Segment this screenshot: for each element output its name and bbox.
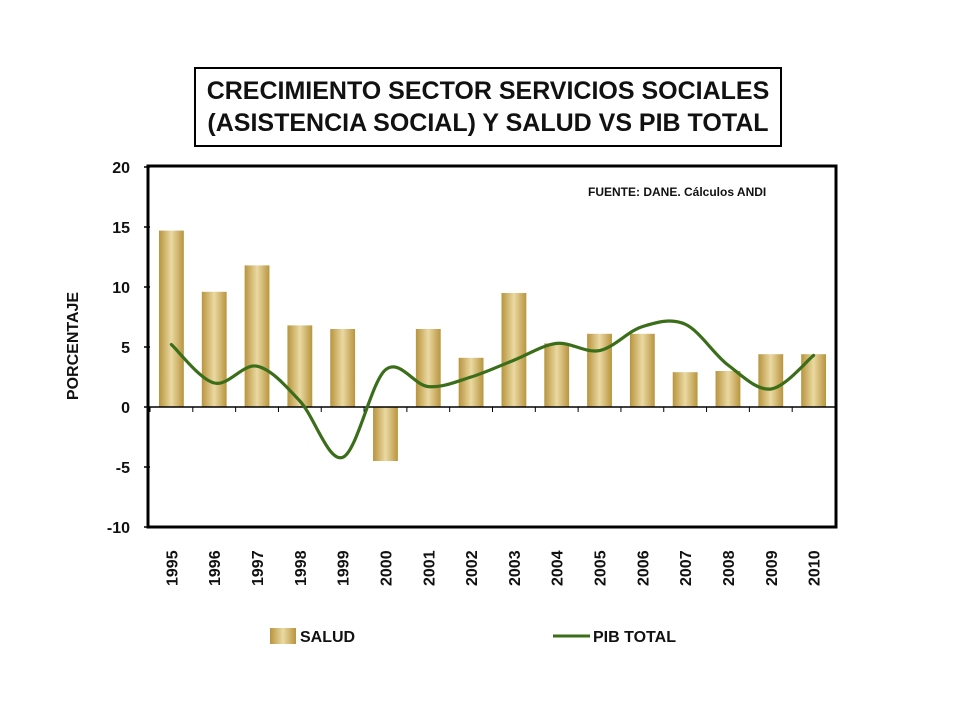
y-tick-label: 15	[112, 220, 130, 237]
chart-title-line-1: CRECIMIENTO SECTOR SERVICIOS SOCIALES	[206, 77, 770, 105]
x-tick-label: 2006	[635, 550, 652, 586]
chart-title-line-2: (ASISTENCIA SOCIAL) Y SALUD VS PIB TOTAL	[207, 109, 769, 137]
x-tick-label: 1995	[164, 550, 181, 586]
bar-salud-1997	[244, 265, 270, 407]
x-tick-label: 1999	[336, 550, 353, 586]
bar-salud-2000	[373, 407, 398, 461]
x-tick-label: 2001	[421, 550, 438, 586]
x-tick-label: 2007	[678, 550, 695, 586]
x-tick-label: 2009	[764, 550, 781, 586]
bar-salud-1996	[201, 291, 227, 407]
bar-salud-2007	[672, 372, 698, 407]
y-tick-label: -10	[107, 520, 130, 537]
bar-salud-2002	[458, 357, 484, 407]
source-annotation: FUENTE: DANE. Cálculos ANDI	[588, 185, 766, 199]
y-tick-label: 20	[112, 160, 130, 177]
chart-title: CRECIMIENTO SECTOR SERVICIOS SOCIALES (A…	[194, 67, 782, 147]
axis-labels: 20 15 10 5 0 -5 -10 1995 1996 1997 1998 1999 2000 200…	[107, 160, 824, 586]
legend-label-pib: PIB TOTAL	[593, 629, 676, 646]
y-tick-label: 0	[121, 400, 130, 417]
x-tick-label: 2010	[807, 550, 824, 586]
bar-salud-2001	[415, 329, 441, 407]
y-tick-label: 10	[112, 280, 130, 297]
bar-salud-2005	[587, 333, 612, 407]
pib-line	[169, 319, 816, 460]
x-tick-label: 2005	[593, 550, 610, 586]
x-tick-label: 1998	[293, 550, 310, 586]
y-tick-label: 5	[121, 340, 130, 357]
bar-salud-2008	[715, 371, 741, 407]
x-tick-label: 1997	[250, 550, 267, 586]
line-pib-total	[169, 319, 816, 460]
bar-salud-2003	[501, 293, 527, 407]
bar-salud-1995	[158, 230, 184, 407]
axes	[144, 166, 836, 528]
y-axis-label: PORCENTAJE	[65, 292, 82, 400]
legend-swatch-salud	[270, 628, 296, 644]
bar-salud-2004	[544, 343, 570, 407]
x-tick-label: 2002	[464, 550, 481, 586]
x-tick-label: 2008	[721, 550, 738, 586]
bar-salud-2009	[758, 354, 784, 407]
bar-salud-2006	[629, 333, 655, 407]
x-tick-label: 2004	[550, 550, 567, 586]
x-tick-label: 2000	[378, 550, 395, 586]
y-tick-label: -5	[116, 460, 130, 477]
legend: SALUD PIB TOTAL	[270, 628, 676, 646]
bar-salud-1999	[330, 329, 356, 407]
x-tick-label: 1996	[207, 550, 224, 586]
x-tick-label: 2003	[507, 550, 524, 586]
bar-salud-1998	[287, 325, 313, 407]
legend-label-salud: SALUD	[300, 629, 355, 646]
